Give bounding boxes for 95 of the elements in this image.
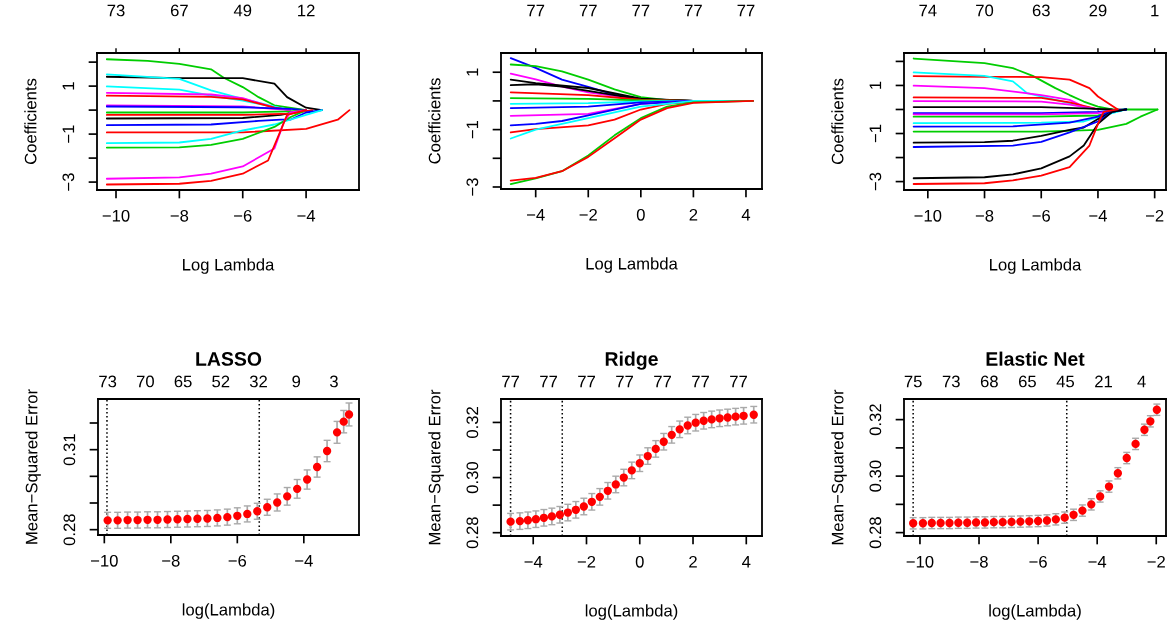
text: 77 xyxy=(654,375,671,388)
text: 77 xyxy=(684,4,702,17)
y-axis-title: Coefficients xyxy=(831,78,844,165)
text: 77 xyxy=(730,375,747,388)
chart-title: Elastic Net xyxy=(986,351,1085,366)
x-tick-label: −2 xyxy=(579,208,597,221)
y-tick-label: −1 xyxy=(869,124,882,143)
x-tick-label: −8 xyxy=(162,554,180,567)
y-tick-label: 1 xyxy=(62,82,75,90)
text: 73 xyxy=(942,375,960,388)
x-axis-title: Log Lambda xyxy=(586,257,678,273)
text: 77 xyxy=(578,375,596,388)
text: 65 xyxy=(174,375,192,388)
text: 74 xyxy=(919,4,937,17)
x-tick-label: −10 xyxy=(102,209,130,222)
y-axis-title: Coefficients xyxy=(428,78,441,164)
text: 77 xyxy=(540,375,558,388)
text: 9 xyxy=(292,375,301,388)
text: 32 xyxy=(249,375,267,388)
x-tick-label: 4 xyxy=(741,209,751,221)
y-tick-label: 0.28 xyxy=(63,514,76,546)
chart-title: LASSO xyxy=(196,352,262,366)
y-tick-label: 0.31 xyxy=(63,434,76,466)
text: 77 xyxy=(737,4,755,17)
x-axis-title: Log Lambda xyxy=(183,258,275,274)
text: 4 xyxy=(1137,375,1146,388)
y-tick-label: −3 xyxy=(869,172,882,191)
x-axis-title: Log Lambda xyxy=(990,258,1082,274)
x-tick-label: −4 xyxy=(527,209,545,221)
x-tick-label: −2 xyxy=(577,555,596,568)
x-tick-label: −4 xyxy=(1089,210,1107,222)
x-tick-label: −4 xyxy=(297,210,316,222)
text: 3 xyxy=(329,375,338,388)
y-tick-label: 0.30 xyxy=(869,460,882,492)
x-tick-label: −10 xyxy=(914,209,942,222)
y-tick-label: 0.28 xyxy=(466,517,479,549)
text: 12 xyxy=(298,4,315,17)
x-tick-label: 4 xyxy=(742,556,751,568)
x-tick-label: −8 xyxy=(170,209,189,222)
x-tick-label: −4 xyxy=(295,555,313,567)
text: 77 xyxy=(527,4,545,17)
text: 29 xyxy=(1089,4,1107,17)
y-tick-label: −3 xyxy=(62,173,75,191)
x-tick-label: 0 xyxy=(635,555,644,568)
text: 77 xyxy=(616,375,633,388)
y-axis-title: Mean−Squared Error xyxy=(428,389,444,545)
text: 77 xyxy=(632,4,650,17)
x-axis-title: log(Lambda) xyxy=(182,603,275,619)
y-axis-title: Mean−Squared Error xyxy=(831,389,847,545)
text: 73 xyxy=(99,375,117,388)
x-tick-label: −4 xyxy=(524,556,543,568)
y-tick-label: 0.32 xyxy=(466,407,479,438)
x-tick-label: −6 xyxy=(234,209,252,222)
text: 45 xyxy=(1056,375,1075,388)
text: 75 xyxy=(904,375,922,388)
text: 65 xyxy=(1018,375,1036,388)
x-tick-label: −2 xyxy=(1147,555,1165,568)
y-tick-label: −3 xyxy=(466,178,479,196)
text: 1 xyxy=(1151,4,1159,17)
y-tick-label: 1 xyxy=(869,81,882,89)
text: 77 xyxy=(692,375,709,388)
text: 77 xyxy=(579,4,597,17)
x-tick-label: −2 xyxy=(1145,209,1164,222)
x-tick-label: 0 xyxy=(636,208,645,221)
y-tick-label: 0.30 xyxy=(466,461,479,494)
text: 70 xyxy=(136,375,154,388)
text: 52 xyxy=(212,375,230,388)
text: 67 xyxy=(170,4,188,17)
text: 49 xyxy=(233,4,252,17)
x-tick-label: −4 xyxy=(1088,556,1107,568)
y-tick-label: 0.32 xyxy=(869,404,882,436)
y-tick-label: 1 xyxy=(466,68,479,76)
text: 70 xyxy=(976,4,994,17)
x-tick-label: 2 xyxy=(689,555,697,568)
x-tick-label: −10 xyxy=(906,555,934,568)
text: 68 xyxy=(980,375,998,388)
x-tick-label: −6 xyxy=(1029,555,1047,568)
text: 77 xyxy=(502,375,520,388)
x-axis-title: log(Lambda) xyxy=(585,604,678,620)
y-axis-title: Mean−Squared Error xyxy=(25,389,41,544)
text: 21 xyxy=(1095,375,1112,388)
x-axis-title: log(Lambda) xyxy=(989,604,1081,620)
text: 63 xyxy=(1032,4,1050,17)
y-axis-title: Coefficients xyxy=(24,78,37,165)
x-tick-label: 2 xyxy=(689,208,698,221)
y-tick-label: −1 xyxy=(466,120,479,139)
x-tick-label: −10 xyxy=(91,554,118,567)
x-tick-label: −6 xyxy=(228,554,247,567)
x-tick-label: −8 xyxy=(970,555,988,568)
x-tick-label: −8 xyxy=(975,209,994,222)
x-tick-label: −6 xyxy=(1032,209,1051,222)
chart-title: Ridge xyxy=(605,351,658,370)
text: 73 xyxy=(107,4,125,17)
y-tick-label: −1 xyxy=(62,125,75,143)
y-tick-label: 0.28 xyxy=(869,517,882,549)
